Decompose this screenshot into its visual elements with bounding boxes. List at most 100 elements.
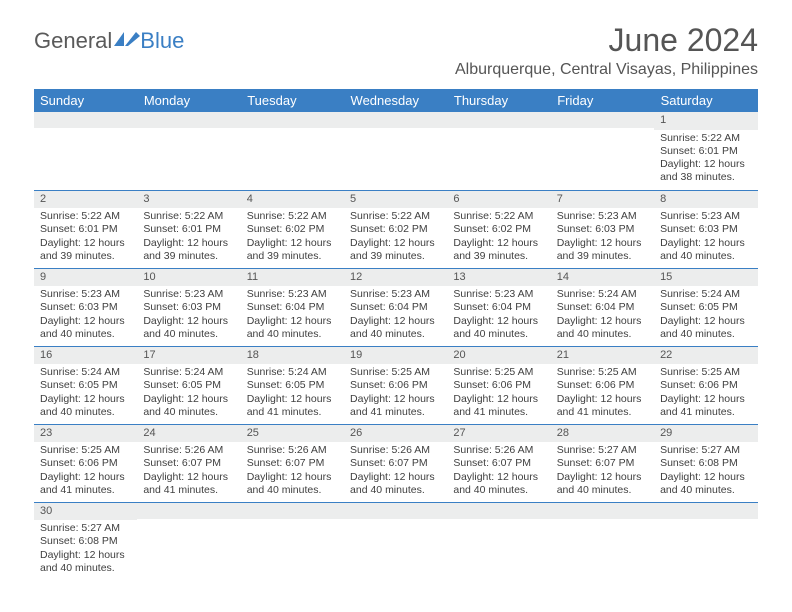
day-number — [654, 503, 757, 519]
calendar-cell — [241, 112, 344, 190]
sunset-text: Sunset: 6:07 PM — [453, 457, 544, 470]
weekday-header: Tuesday — [241, 89, 344, 112]
day-number: 4 — [241, 191, 344, 209]
daylight-text: Daylight: 12 hours and 40 minutes. — [350, 471, 441, 497]
sunset-text: Sunset: 6:01 PM — [143, 223, 234, 236]
day-body: Sunrise: 5:25 AMSunset: 6:06 PMDaylight:… — [551, 364, 654, 423]
day-body — [344, 128, 447, 134]
calendar-cell — [137, 112, 240, 190]
day-number: 25 — [241, 425, 344, 443]
daylight-text: Daylight: 12 hours and 41 minutes. — [660, 393, 751, 419]
day-number — [241, 503, 344, 519]
calendar-cell: 4Sunrise: 5:22 AMSunset: 6:02 PMDaylight… — [241, 190, 344, 268]
sunset-text: Sunset: 6:05 PM — [247, 379, 338, 392]
calendar-row: 1Sunrise: 5:22 AMSunset: 6:01 PMDaylight… — [34, 112, 758, 190]
day-body: Sunrise: 5:22 AMSunset: 6:02 PMDaylight:… — [447, 208, 550, 267]
daylight-text: Daylight: 12 hours and 39 minutes. — [557, 237, 648, 263]
sunset-text: Sunset: 6:02 PM — [247, 223, 338, 236]
day-number: 2 — [34, 191, 137, 209]
sunrise-text: Sunrise: 5:23 AM — [557, 210, 648, 223]
day-body: Sunrise: 5:24 AMSunset: 6:05 PMDaylight:… — [137, 364, 240, 423]
sunrise-text: Sunrise: 5:23 AM — [350, 288, 441, 301]
day-body — [137, 128, 240, 134]
sunrise-text: Sunrise: 5:22 AM — [660, 132, 751, 145]
daylight-text: Daylight: 12 hours and 40 minutes. — [247, 315, 338, 341]
calendar-cell: 17Sunrise: 5:24 AMSunset: 6:05 PMDayligh… — [137, 346, 240, 424]
daylight-text: Daylight: 12 hours and 39 minutes. — [143, 237, 234, 263]
weekday-header: Monday — [137, 89, 240, 112]
sunset-text: Sunset: 6:03 PM — [557, 223, 648, 236]
day-body: Sunrise: 5:26 AMSunset: 6:07 PMDaylight:… — [241, 442, 344, 501]
daylight-text: Daylight: 12 hours and 41 minutes. — [143, 471, 234, 497]
day-number: 13 — [447, 269, 550, 287]
day-number — [34, 112, 137, 128]
sunrise-text: Sunrise: 5:23 AM — [660, 210, 751, 223]
weekday-header: Friday — [551, 89, 654, 112]
day-body: Sunrise: 5:22 AMSunset: 6:02 PMDaylight:… — [344, 208, 447, 267]
calendar-cell: 12Sunrise: 5:23 AMSunset: 6:04 PMDayligh… — [344, 268, 447, 346]
daylight-text: Daylight: 12 hours and 40 minutes. — [453, 471, 544, 497]
day-body — [654, 519, 757, 525]
daylight-text: Daylight: 12 hours and 40 minutes. — [660, 471, 751, 497]
day-body: Sunrise: 5:22 AMSunset: 6:01 PMDaylight:… — [34, 208, 137, 267]
sunrise-text: Sunrise: 5:26 AM — [350, 444, 441, 457]
day-number: 21 — [551, 347, 654, 365]
logo-text-1: General — [34, 28, 112, 54]
day-number — [447, 503, 550, 519]
day-body: Sunrise: 5:25 AMSunset: 6:06 PMDaylight:… — [654, 364, 757, 423]
sunrise-text: Sunrise: 5:23 AM — [247, 288, 338, 301]
day-body: Sunrise: 5:22 AMSunset: 6:01 PMDaylight:… — [137, 208, 240, 267]
calendar-cell: 14Sunrise: 5:24 AMSunset: 6:04 PMDayligh… — [551, 268, 654, 346]
day-number: 6 — [447, 191, 550, 209]
daylight-text: Daylight: 12 hours and 40 minutes. — [557, 471, 648, 497]
sunrise-text: Sunrise: 5:23 AM — [40, 288, 131, 301]
day-body: Sunrise: 5:25 AMSunset: 6:06 PMDaylight:… — [34, 442, 137, 501]
sunset-text: Sunset: 6:06 PM — [350, 379, 441, 392]
day-body — [241, 128, 344, 134]
day-number: 11 — [241, 269, 344, 287]
calendar-cell: 3Sunrise: 5:22 AMSunset: 6:01 PMDaylight… — [137, 190, 240, 268]
day-number — [137, 503, 240, 519]
calendar-cell: 19Sunrise: 5:25 AMSunset: 6:06 PMDayligh… — [344, 346, 447, 424]
sunset-text: Sunset: 6:06 PM — [40, 457, 131, 470]
calendar-cell: 20Sunrise: 5:25 AMSunset: 6:06 PMDayligh… — [447, 346, 550, 424]
calendar-cell — [654, 502, 757, 580]
daylight-text: Daylight: 12 hours and 40 minutes. — [557, 315, 648, 341]
day-number: 1 — [654, 112, 757, 130]
sunrise-text: Sunrise: 5:25 AM — [453, 366, 544, 379]
daylight-text: Daylight: 12 hours and 40 minutes. — [40, 315, 131, 341]
sunset-text: Sunset: 6:07 PM — [350, 457, 441, 470]
day-body — [241, 519, 344, 525]
day-number — [344, 503, 447, 519]
day-body — [137, 519, 240, 525]
calendar-cell: 21Sunrise: 5:25 AMSunset: 6:06 PMDayligh… — [551, 346, 654, 424]
sunset-text: Sunset: 6:03 PM — [40, 301, 131, 314]
sunrise-text: Sunrise: 5:24 AM — [40, 366, 131, 379]
sunset-text: Sunset: 6:08 PM — [40, 535, 131, 548]
day-body — [447, 519, 550, 525]
sunrise-text: Sunrise: 5:22 AM — [350, 210, 441, 223]
daylight-text: Daylight: 12 hours and 40 minutes. — [453, 315, 544, 341]
sunset-text: Sunset: 6:05 PM — [143, 379, 234, 392]
calendar-row: 30Sunrise: 5:27 AMSunset: 6:08 PMDayligh… — [34, 502, 758, 580]
calendar-cell: 6Sunrise: 5:22 AMSunset: 6:02 PMDaylight… — [447, 190, 550, 268]
calendar-cell: 1Sunrise: 5:22 AMSunset: 6:01 PMDaylight… — [654, 112, 757, 190]
day-body: Sunrise: 5:23 AMSunset: 6:03 PMDaylight:… — [34, 286, 137, 345]
logo: General Blue — [34, 28, 184, 54]
day-number — [241, 112, 344, 128]
daylight-text: Daylight: 12 hours and 41 minutes. — [453, 393, 544, 419]
day-body: Sunrise: 5:27 AMSunset: 6:08 PMDaylight:… — [34, 520, 137, 579]
calendar-cell: 18Sunrise: 5:24 AMSunset: 6:05 PMDayligh… — [241, 346, 344, 424]
sunset-text: Sunset: 6:07 PM — [247, 457, 338, 470]
day-body — [551, 519, 654, 525]
weekday-header: Thursday — [447, 89, 550, 112]
page-title: June 2024 — [455, 22, 758, 59]
calendar-cell — [447, 502, 550, 580]
day-body — [551, 128, 654, 134]
sunrise-text: Sunrise: 5:27 AM — [40, 522, 131, 535]
weekday-header: Sunday — [34, 89, 137, 112]
sunrise-text: Sunrise: 5:25 AM — [557, 366, 648, 379]
day-number: 8 — [654, 191, 757, 209]
calendar-cell: 25Sunrise: 5:26 AMSunset: 6:07 PMDayligh… — [241, 424, 344, 502]
day-body: Sunrise: 5:25 AMSunset: 6:06 PMDaylight:… — [447, 364, 550, 423]
